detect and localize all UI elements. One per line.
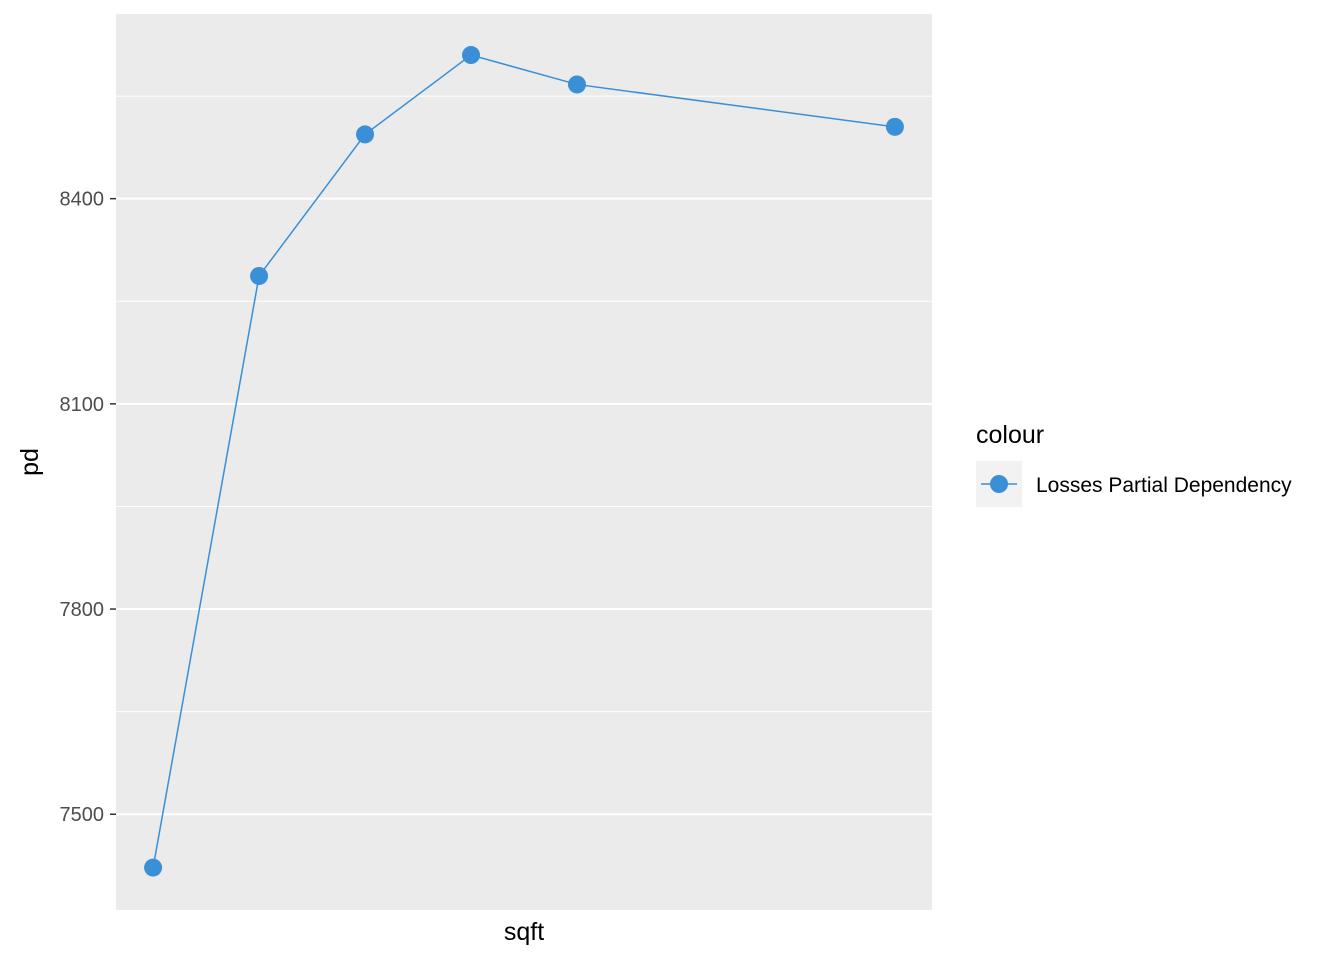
y-axis-title: pd	[16, 448, 44, 476]
data-point	[250, 266, 269, 285]
major-gridlines	[116, 197, 932, 816]
y-tick-label: 8400	[60, 189, 105, 211]
y-tick-label: 7800	[60, 599, 105, 621]
series-line	[152, 54, 896, 868]
legend-title: colour	[976, 421, 1044, 449]
x-axis-title: sqft	[504, 918, 544, 946]
y-tick-label: 8100	[60, 394, 105, 416]
legend-label: Losses Partial Dependency	[1036, 474, 1292, 497]
y-tick-label: 7500	[60, 804, 105, 826]
data-point	[567, 75, 586, 94]
data-point	[144, 858, 163, 877]
legend: colour Losses Partial Dependency	[976, 421, 1292, 507]
y-axis-ticks: 7500 7800 8100 8400	[60, 189, 116, 826]
series-layer	[144, 46, 904, 877]
data-point	[885, 117, 904, 136]
legend-key-point	[990, 475, 1008, 493]
data-point	[462, 46, 481, 65]
data-point	[356, 125, 375, 144]
minor-gridlines	[116, 95, 932, 713]
panel-background	[116, 14, 932, 910]
